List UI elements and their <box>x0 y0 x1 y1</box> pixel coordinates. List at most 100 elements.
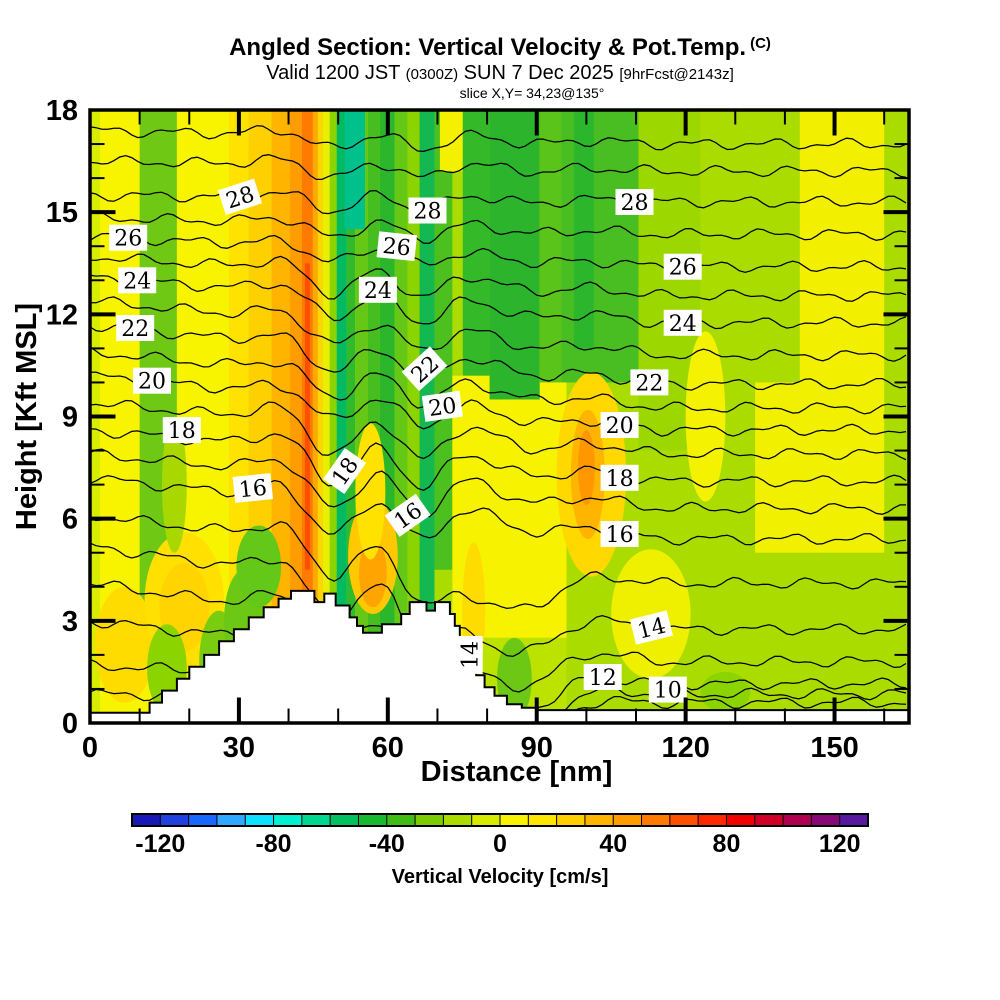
isotherm-label-box <box>109 224 148 251</box>
x-tick-label-30: 30 <box>223 732 255 764</box>
colorbar-tick--80: -80 <box>255 830 291 858</box>
colorbar-segment <box>669 814 699 826</box>
isotherm-label-20: 20 <box>133 367 171 395</box>
isotherm-line-26 <box>90 232 907 274</box>
y-tick-label-0: 0 <box>62 708 78 740</box>
isotherm-label-12: 12 <box>583 664 622 691</box>
isotherm-contours <box>90 125 907 722</box>
isotherm-label-box <box>162 417 201 444</box>
axis-labels: 0 3 6 9 12 15 18 0 30 60 90 120 150 Height [Kft MSL] D… <box>11 95 859 788</box>
isotherm-label-box <box>232 473 274 503</box>
isotherm-line-16 <box>90 475 907 546</box>
isotherm-line-21 <box>90 346 907 415</box>
velocity-band <box>290 110 302 723</box>
velocity-blob <box>236 525 282 608</box>
isotherm-label-text: 26 <box>381 234 411 262</box>
valid-date: SUN 7 Dec 2025 <box>463 62 614 84</box>
isotherm-label-text: 24 <box>364 279 392 304</box>
colorbar: -120 -80 -40 0 40 80 120 Vertical Velocity [cm/… <box>131 813 869 888</box>
isotherm-label-text: 14 <box>459 641 484 669</box>
colorbar-segment <box>528 814 558 826</box>
isotherm-line-17 <box>90 448 906 518</box>
colorbar-tick--120: -120 <box>135 830 185 858</box>
isotherm-label-box <box>421 390 464 422</box>
isotherm-line-15 <box>90 514 907 610</box>
isotherm-label-box <box>600 464 639 491</box>
isotherm-label-box <box>116 315 155 341</box>
isotherm-label-10: 10 <box>648 676 687 704</box>
chart-title: Angled Section: Vertical Velocity & Pot.… <box>229 34 747 61</box>
velocity-band <box>489 110 540 400</box>
isotherm-label-text: 12 <box>589 666 617 691</box>
isotherm-label-box <box>376 231 418 262</box>
colorbar-segment <box>839 814 869 826</box>
isotherm-line-27 <box>90 210 907 244</box>
plot-frame <box>88 108 911 725</box>
isotherm-label-text: 26 <box>669 256 697 281</box>
isotherm-line-30 <box>90 125 907 153</box>
isotherm-label-16: 16 <box>232 473 274 503</box>
isotherm-label-26: 26 <box>663 253 702 281</box>
colorbar-title: Vertical Velocity [cm/s] <box>392 866 609 888</box>
isotherm-label-22: 22 <box>630 369 669 396</box>
isotherm-line-23 <box>90 296 907 362</box>
colorbar-tick--40: -40 <box>369 830 405 858</box>
isotherm-label-28: 28 <box>615 189 654 216</box>
y-tick-label-12: 12 <box>46 299 78 331</box>
isotherm-label-text: 22 <box>121 317 149 342</box>
colorbar-segment <box>415 814 444 826</box>
colorbar-segment <box>358 814 388 826</box>
axes <box>88 108 911 725</box>
isotherm-label-box <box>118 267 157 294</box>
isotherm-label-20: 20 <box>600 412 639 439</box>
isotherm-label-18: 18 <box>600 464 639 492</box>
velocity-blob <box>611 549 691 679</box>
isotherm-label-text: 20 <box>138 370 166 395</box>
isotherm-label-18: 18 <box>162 417 201 444</box>
slice-info: slice X,Y= 34,23@135° <box>459 85 605 101</box>
isotherm-label-box <box>358 276 397 303</box>
velocity-band <box>462 110 490 376</box>
y-tick-label-6: 6 <box>62 504 78 536</box>
isotherm-label-14: 14 <box>629 610 673 645</box>
colorbar-segment <box>301 814 331 826</box>
x-tick-label-90: 90 <box>521 732 553 764</box>
valid-time-line: Valid 1200 JST (0300Z) SUN 7 Dec 2025 [9… <box>0 62 1000 85</box>
colorbar-segment <box>783 814 812 826</box>
isotherm-label-24: 24 <box>358 276 397 304</box>
isotherm-label-box <box>630 369 669 396</box>
isotherm-label-text: 20 <box>606 414 634 439</box>
isotherm-label-box <box>663 253 702 280</box>
velocity-band <box>799 110 885 383</box>
chart-header: Angled Section: Vertical Velocity & Pot.… <box>0 34 1000 101</box>
velocity-band <box>312 110 318 723</box>
isotherm-label-22: 22 <box>116 315 155 342</box>
isotherm-label-box <box>615 189 654 215</box>
colorbar-tick-40: 40 <box>599 830 627 858</box>
isotherm-line-25 <box>90 253 907 302</box>
velocity-blob <box>685 331 726 502</box>
isotherm-label-text: 18 <box>168 419 196 444</box>
colorbar-segment <box>754 814 784 826</box>
isotherm-line-19 <box>90 399 907 461</box>
isotherm-label-box <box>600 412 639 438</box>
valid-time-utc: (0300Z) <box>405 66 459 83</box>
colorbar-segment <box>811 814 841 826</box>
colorbar-segment <box>726 814 756 826</box>
y-tick-label-15: 15 <box>46 197 78 229</box>
valid-time: Valid 1200 JST <box>266 62 401 84</box>
isotherm-label-20: 20 <box>421 390 464 422</box>
isotherm-label-box <box>648 676 687 703</box>
isotherm-line-13 <box>90 580 907 693</box>
velocity-blob <box>577 430 595 506</box>
isotherm-line-29 <box>90 154 907 181</box>
isotherm-label-28: 28 <box>408 197 447 225</box>
x-axis-title: Distance [nm] <box>421 756 613 788</box>
isotherm-label-text: 18 <box>606 467 634 492</box>
chart-title-units: (C) <box>750 35 771 52</box>
terrain-profile <box>89 589 910 724</box>
isotherm-label-text: 20 <box>427 393 458 422</box>
isotherm-label-24: 24 <box>663 309 702 337</box>
